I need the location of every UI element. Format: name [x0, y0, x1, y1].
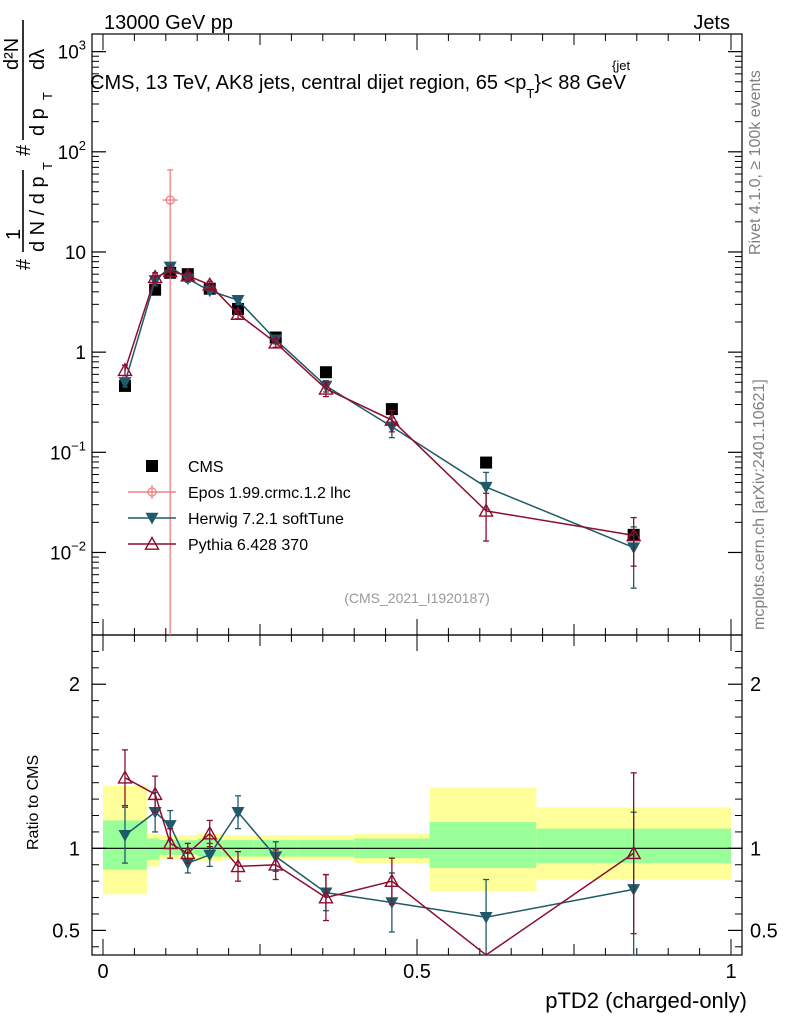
ratio-point	[118, 830, 132, 842]
beam-label: 13000 GeV pp	[104, 12, 233, 34]
y-label-t2: T	[40, 92, 55, 100]
data-point	[118, 377, 132, 389]
plot-title-sub: T	[526, 86, 534, 101]
ratio-point	[117, 769, 133, 784]
analysis-id: (CMS_2021_I1920187)	[344, 590, 490, 606]
ratio-point	[180, 845, 196, 860]
main-y-tick-label: 10−1	[50, 438, 86, 464]
ratio-y-tick-label-left: 2	[69, 674, 80, 696]
ratio-point	[203, 849, 217, 862]
plot-title-main: CMS, 13 TeV, AK8 jets, central dijet reg…	[90, 72, 526, 94]
x-axis-label: pTD2 (charged-only)	[545, 988, 747, 1013]
legend-marker	[146, 460, 158, 472]
data-point	[230, 306, 246, 320]
legend-label: CMS	[188, 459, 224, 476]
plot-title-sup: {jet	[612, 58, 630, 73]
main-y-tick-label: 103	[58, 38, 86, 64]
legend-label: Epos 1.99.crmc.1.2 lhc	[188, 485, 351, 502]
ratio-point	[318, 889, 334, 904]
ratio-point	[268, 856, 284, 871]
ratio-y-tick-label-left: 0.5	[52, 920, 80, 942]
ratio-series-layer	[117, 749, 642, 956]
main-y-tick-label: 10−2	[50, 538, 86, 564]
y-label-dn: d N / d p	[27, 176, 49, 252]
x-tick-label: 0.5	[403, 961, 431, 983]
data-point	[478, 502, 494, 517]
ratio-point	[625, 845, 642, 860]
main-y-tick-label: 10	[65, 243, 86, 264]
legend-marker	[147, 487, 157, 497]
ratio-y-axis-label: Ratio to CMS	[25, 755, 42, 850]
legend-label: Herwig 7.2.1 softTune	[188, 511, 344, 528]
data-point	[231, 295, 245, 307]
x-axis-ticks: 0 0.5 1	[97, 34, 737, 983]
data-point	[318, 380, 334, 395]
ratio-point	[231, 807, 245, 819]
data-point	[117, 362, 133, 377]
mcplots-label: mcplots.cern.ch [arXiv:2401.10621]	[751, 379, 768, 630]
data-point	[268, 334, 284, 349]
y-label-dpt: d p	[27, 108, 49, 136]
y-label-hash2: #	[13, 144, 35, 156]
y-label-one: 1	[3, 229, 25, 240]
ratio-y-tick-label-right: 2	[750, 674, 761, 696]
main-y-axis-ticks: 10−2 10−1 1 10 102 103	[50, 38, 742, 623]
y-label-hash1: #	[13, 258, 35, 270]
data-point	[479, 481, 493, 494]
data-point	[162, 263, 178, 278]
x-tick-label: 1	[725, 961, 736, 983]
ratio-y-tick-label-right: 0.5	[750, 920, 778, 942]
legend-marker	[145, 512, 159, 525]
ratio-point	[162, 835, 178, 850]
ratio-y-tick-label-left: 1	[69, 838, 80, 860]
main-series-layer	[117, 169, 642, 635]
plot-title-tail: }< 88 GeV	[534, 72, 626, 94]
data-point	[202, 276, 218, 291]
ratio-point	[230, 858, 246, 873]
data-point	[319, 366, 332, 379]
main-y-axis-label: # 1 d N / d p T # d²N d p T dλ	[1, 20, 55, 270]
ratio-y-axis-ticks: 0.5 0.5 1 1 2 2	[52, 650, 778, 948]
ratio-point	[181, 857, 195, 870]
y-label-d2n: d²N	[1, 38, 23, 70]
ratio-point	[479, 912, 493, 924]
legend: CMS Epos 1.99.crmc.1.2 lhc Herwig 7.2.1 so…	[128, 459, 351, 554]
x-tick-label: 0	[97, 961, 108, 983]
series-line	[124, 265, 634, 549]
rivet-label: Rivet 4.1.0, ≥ 100k events	[747, 70, 764, 255]
ratio-point	[163, 820, 177, 832]
data-point	[480, 456, 493, 469]
y-label-t: T	[40, 162, 55, 170]
main-y-tick-label: 1	[75, 343, 86, 364]
ratio-band-inner	[146, 838, 160, 860]
ratio-point	[384, 873, 400, 888]
ratio-y-tick-label-right: 1	[750, 838, 761, 860]
ratio-band-inner	[429, 822, 537, 869]
data-point	[384, 412, 400, 426]
ratio-bands	[92, 785, 742, 895]
ratio-point	[147, 786, 163, 801]
plot-title: CMS, 13 TeV, AK8 jets, central dijet reg…	[90, 72, 627, 101]
legend-label: Pythia 6.428 370	[188, 537, 308, 554]
data-point	[165, 195, 175, 205]
legend-marker	[144, 536, 160, 550]
main-y-tick-label: 102	[58, 138, 86, 164]
data-point	[147, 269, 163, 284]
data-point	[625, 527, 642, 542]
category-label: Jets	[693, 12, 730, 34]
y-label-dlambda: dλ	[27, 49, 49, 70]
data-point	[385, 403, 398, 416]
ratio-point	[202, 825, 218, 840]
data-point	[180, 267, 196, 282]
